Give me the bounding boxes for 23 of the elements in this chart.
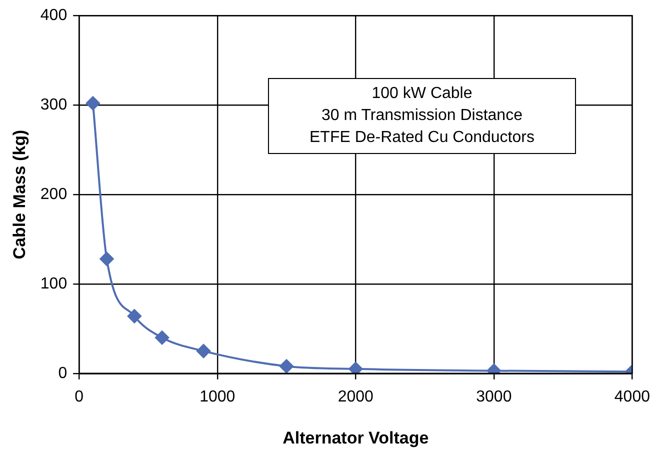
point (196, 344, 211, 358)
y-tick-label: 100 (40, 275, 68, 292)
x-tick-label: 3000 (476, 388, 512, 406)
x-tick-label: 2000 (338, 388, 374, 406)
point (155, 330, 170, 345)
y-tick-label: 0 (58, 364, 68, 382)
point (127, 309, 142, 324)
x-tick-label: 4000 (614, 388, 650, 406)
x-axis-title: Alternator Voltage (282, 428, 429, 448)
x-tick-label: 1000 (200, 388, 236, 406)
point (348, 362, 363, 374)
note-box: 100 kW Cable 30 m Transmission Distance ETFE De-Rated Cu Conductors (268, 78, 576, 154)
point (280, 359, 294, 374)
y-axis-title: Cable Mass (kg) (10, 130, 29, 260)
point (86, 96, 100, 110)
point (100, 252, 114, 266)
y-tick-label: 400 (40, 7, 68, 24)
annotation: 100 kW Cable (370, 84, 474, 104)
annotation: ETFE De-Rated Cu Conductors (308, 128, 536, 148)
annotation: 30 m Transmission Distance (320, 106, 524, 126)
y-tick-label: 200 (40, 186, 68, 203)
y-tick-label: 300 (40, 96, 68, 114)
x-tick-label: 0 (74, 388, 84, 406)
